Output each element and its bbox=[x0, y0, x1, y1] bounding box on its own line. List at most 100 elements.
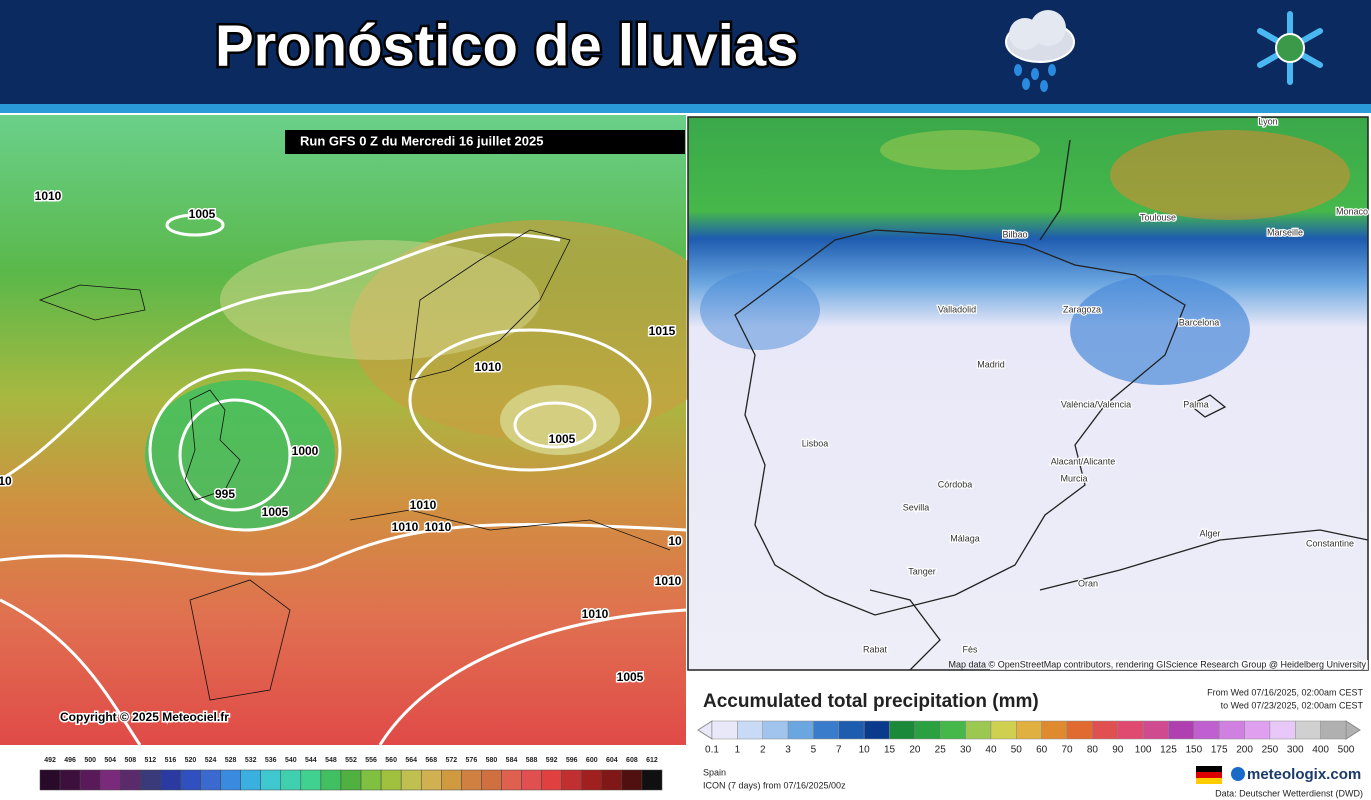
isobar-label: 1010 bbox=[655, 574, 682, 588]
city-label: Valladolid bbox=[938, 304, 976, 314]
isobar-label: 1010 bbox=[392, 520, 419, 534]
scale-swatch bbox=[280, 769, 302, 791]
scale-label: 612 bbox=[646, 757, 658, 764]
scale-label: 584 bbox=[506, 757, 518, 764]
scale-label: 540 bbox=[285, 757, 297, 764]
scale-swatch bbox=[1269, 720, 1296, 740]
city-label: Tanger bbox=[908, 566, 936, 576]
scale-label: 516 bbox=[165, 757, 177, 764]
run-label: Run GFS 0 Z du Mercredi 16 juillet 2025 bbox=[300, 133, 543, 148]
scale-swatch bbox=[939, 720, 966, 740]
scale-swatch bbox=[240, 769, 261, 791]
city-label: Rabat bbox=[863, 644, 888, 654]
isobar-label: 995 bbox=[215, 487, 235, 501]
isobar-label: 1010 bbox=[582, 607, 609, 621]
scale-swatch bbox=[220, 769, 241, 791]
scale-swatch bbox=[838, 720, 865, 740]
right-map: Map data © OpenStreetMap contributors, r… bbox=[687, 116, 1369, 671]
copyright: Copyright © 2025 Meteociel.fr bbox=[60, 710, 229, 724]
scale-label: 532 bbox=[245, 757, 257, 764]
scale-swatch bbox=[1117, 720, 1144, 740]
city-label: Lisboa bbox=[802, 438, 829, 448]
scale-swatch bbox=[180, 769, 201, 791]
scale-label: 512 bbox=[145, 757, 157, 764]
rain-icon bbox=[1005, 10, 1075, 92]
scale-label: 80 bbox=[1087, 745, 1099, 756]
isobar-label: 1010 bbox=[410, 498, 437, 512]
scale-label: 60 bbox=[1036, 745, 1048, 756]
isobar-label: 10 bbox=[668, 534, 682, 548]
scale-label: 552 bbox=[345, 757, 357, 764]
scale-label: 544 bbox=[305, 757, 317, 764]
scale-label: 524 bbox=[205, 757, 217, 764]
scale-swatch bbox=[737, 720, 763, 740]
scale-swatch bbox=[200, 769, 221, 791]
isobar-label: 1010 bbox=[475, 360, 502, 374]
scale-label: 1 bbox=[735, 745, 741, 756]
city-label: Bilbao bbox=[1002, 229, 1027, 239]
header-stripe bbox=[0, 104, 1371, 113]
scale-swatch bbox=[621, 769, 643, 791]
scale-swatch bbox=[521, 769, 542, 791]
city-label: Constantine bbox=[1306, 538, 1354, 548]
legend-title: Accumulated total precipitation (mm) bbox=[703, 691, 1039, 712]
scale-label: 30 bbox=[960, 745, 972, 756]
footer-region: Spain bbox=[703, 767, 726, 777]
scale-swatch bbox=[39, 769, 61, 791]
scale-label: 604 bbox=[606, 757, 618, 764]
scale-swatch bbox=[300, 769, 322, 791]
city-label: Fès bbox=[962, 644, 978, 654]
isobar-label: 1015 bbox=[649, 324, 676, 338]
isobar-label: 1005 bbox=[617, 670, 644, 684]
scale-label: 492 bbox=[44, 757, 56, 764]
scale-swatch bbox=[711, 720, 738, 740]
scale-swatch bbox=[260, 769, 282, 791]
isobar-label: 1005 bbox=[262, 505, 289, 519]
left-map: Run GFS 0 Z du Mercredi 16 juillet 2025 … bbox=[0, 115, 730, 746]
scale-swatch bbox=[561, 769, 582, 791]
isobar-label: 1000 bbox=[292, 444, 319, 458]
city-label: Madrid bbox=[977, 359, 1005, 369]
city-label: València/Valencia bbox=[1061, 399, 1131, 409]
scale-arrow bbox=[1345, 720, 1361, 740]
scale-swatch bbox=[1142, 720, 1169, 740]
isobar-label: 1005 bbox=[549, 432, 576, 446]
scale-label: 560 bbox=[385, 757, 397, 764]
scale-label: 568 bbox=[425, 757, 437, 764]
isobar-label: 1010 bbox=[425, 520, 452, 534]
city-label: Oran bbox=[1078, 578, 1098, 588]
attribution: Map data © OpenStreetMap contributors, r… bbox=[949, 659, 1367, 669]
city-label: Murcia bbox=[1060, 473, 1087, 483]
scale-swatch bbox=[914, 720, 941, 740]
scale-swatch bbox=[762, 720, 789, 740]
scale-label: 580 bbox=[486, 757, 498, 764]
scale-label: 548 bbox=[325, 757, 337, 764]
city-label: Málaga bbox=[950, 533, 980, 543]
scale-swatch bbox=[1193, 720, 1220, 740]
city-label: Monaco bbox=[1336, 206, 1368, 216]
scale-label: 576 bbox=[466, 757, 478, 764]
legend-from: From Wed 07/16/2025, 02:00am CEST bbox=[1207, 687, 1363, 697]
scale-swatch bbox=[1066, 720, 1093, 740]
scale-label: 175 bbox=[1211, 745, 1228, 756]
scale-label: 200 bbox=[1236, 745, 1253, 756]
scale-label: 20 bbox=[909, 745, 921, 756]
scale-swatch bbox=[787, 720, 814, 740]
scale-swatch bbox=[59, 769, 81, 791]
city-label: Palma bbox=[1183, 399, 1209, 409]
scale-label: 150 bbox=[1185, 745, 1202, 756]
scale-swatch bbox=[581, 769, 603, 791]
city-label: Alger bbox=[1199, 528, 1220, 538]
scale-swatch bbox=[420, 769, 442, 791]
header-title: Pronóstico de lluvias bbox=[215, 13, 798, 78]
scale-swatch bbox=[601, 769, 623, 791]
isobar-label: 1010 bbox=[35, 189, 62, 203]
footer-model: ICON (7 days) from 07/16/2025/00z bbox=[703, 780, 846, 790]
scale-label: 592 bbox=[546, 757, 558, 764]
isobar-label: 10 bbox=[0, 474, 12, 488]
scale-label: 2 bbox=[760, 745, 766, 756]
city-label: Toulouse bbox=[1140, 212, 1176, 222]
footer-data-source: Data: Deutscher Wetterdienst (DWD) bbox=[1215, 788, 1363, 798]
scale-label: 520 bbox=[185, 757, 197, 764]
scale-label: 25 bbox=[935, 745, 947, 756]
